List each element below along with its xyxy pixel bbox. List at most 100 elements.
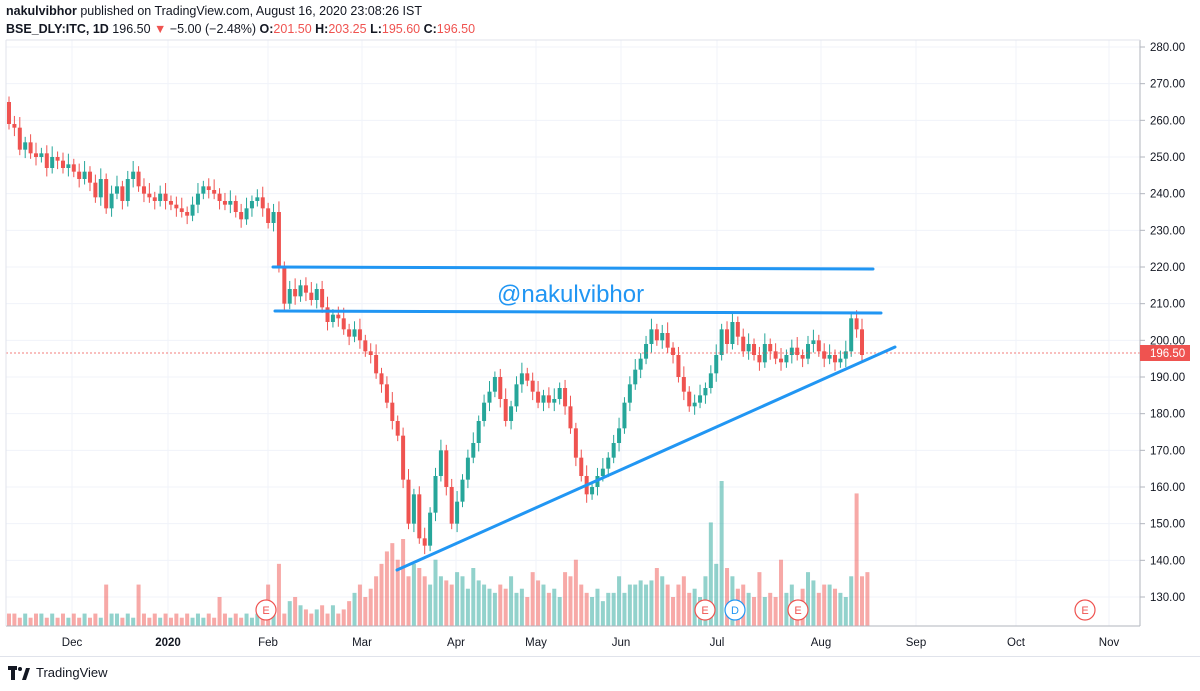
tradingview-logo[interactable]: TradingView [8, 665, 108, 680]
candle-body [255, 197, 260, 201]
candle-body [714, 355, 719, 374]
volume-bar [838, 592, 843, 626]
candle-body [795, 347, 800, 355]
candle-body [23, 142, 28, 150]
volume-bar [368, 588, 373, 626]
candle-body [617, 428, 622, 443]
candle-body [860, 329, 864, 355]
volume-bar [487, 588, 492, 626]
volume-bar [541, 584, 546, 626]
candle-body [217, 193, 222, 201]
earnings-marker [787, 599, 809, 621]
volume-bar [271, 613, 276, 626]
high-label: H: [315, 22, 329, 36]
volume-bar [222, 613, 227, 626]
volume-bar [190, 617, 195, 626]
volume-bar [417, 568, 422, 626]
candle-body [449, 487, 454, 524]
candle-body [546, 395, 551, 403]
volume-bar [50, 613, 55, 626]
volume-bar [395, 559, 400, 626]
price-tick-label: 170.00 [1150, 445, 1185, 457]
candle-body [768, 344, 773, 352]
volume-bar [341, 609, 346, 626]
volume-bar [552, 588, 557, 626]
volume-bar [622, 592, 627, 626]
candle-body [190, 204, 195, 216]
candle-body [833, 355, 838, 363]
open-value: 201.50 [273, 22, 312, 36]
candle-body [336, 314, 341, 319]
volume-bar [757, 572, 762, 626]
candle-body [525, 373, 530, 381]
candle-body [676, 355, 681, 377]
volume-bar [39, 613, 44, 626]
price-tick-label: 150.00 [1150, 519, 1185, 531]
volume-bar [660, 576, 665, 626]
volume-bar [125, 613, 130, 626]
volume-bar [617, 576, 622, 626]
volume-bar [239, 617, 244, 626]
candle-body [120, 186, 125, 201]
publish-text: published on TradingView.com, August 16,… [80, 4, 423, 18]
candle-body [428, 512, 433, 546]
low-value: 195.60 [381, 22, 421, 36]
volume-bar [811, 580, 816, 626]
time-tick-label: Sep [906, 637, 926, 649]
volume-bar [438, 576, 443, 626]
candle-body [206, 186, 211, 190]
price-tick-label: 250.00 [1150, 152, 1185, 164]
volume-bar [762, 597, 767, 626]
event-marker-label: E [1081, 605, 1088, 617]
candle-body [163, 193, 168, 201]
volume-bar [768, 592, 773, 626]
volume-bar [611, 592, 616, 626]
volume-bar [465, 588, 470, 626]
volume-bar [519, 588, 524, 626]
volume-bar [600, 601, 605, 626]
candle-body [28, 142, 33, 154]
candle-body [838, 358, 843, 363]
volume-bar [644, 584, 649, 626]
candle-body [77, 171, 82, 179]
volume-bar [649, 580, 654, 626]
candle-body [147, 193, 152, 198]
volume-bar [287, 601, 292, 626]
publish-info: nakulvibhor published on TradingView.com… [6, 4, 422, 18]
author-name[interactable]: nakulvibhor [6, 4, 77, 18]
candle-body [552, 399, 557, 403]
candle-body [471, 443, 476, 458]
volume-bar [865, 572, 870, 626]
candle-body [179, 208, 184, 212]
volume-bar [595, 588, 600, 626]
earnings-marker [255, 599, 277, 621]
candle-body [509, 406, 514, 421]
price-chart[interactable]: @nakulvibhor 280.00 270.00 260.00 250.00 240… [0, 0, 1200, 656]
candle-body [152, 197, 157, 201]
event-marker-label: D [731, 605, 739, 617]
last-price-label: 196.50 [1150, 348, 1185, 360]
volume-bar [725, 568, 730, 626]
down-arrow-icon: ▼ [154, 22, 167, 36]
time-tick-label: Feb [258, 637, 278, 649]
volume-bar [320, 605, 325, 626]
event-marker-label: E [794, 605, 801, 617]
volume-bar [422, 576, 427, 626]
volume-bar [255, 613, 260, 626]
volume-bar [536, 580, 541, 626]
candle-body [752, 344, 757, 355]
tradingview-icon [8, 665, 30, 680]
volume-bar [860, 576, 864, 626]
volume-bar [590, 597, 595, 626]
volume-bar [309, 613, 314, 626]
time-tick-label: Mar [352, 637, 372, 649]
volume-bar [471, 568, 476, 626]
candle-body [93, 182, 98, 198]
volume-bar [33, 613, 38, 626]
symbol-name[interactable]: BSE_DLY:ITC, 1D [6, 22, 109, 36]
candle-body [185, 212, 190, 216]
candle-body [627, 384, 632, 403]
volume-bar [546, 592, 551, 626]
volume-bar [665, 584, 670, 626]
candle-body [692, 402, 697, 407]
